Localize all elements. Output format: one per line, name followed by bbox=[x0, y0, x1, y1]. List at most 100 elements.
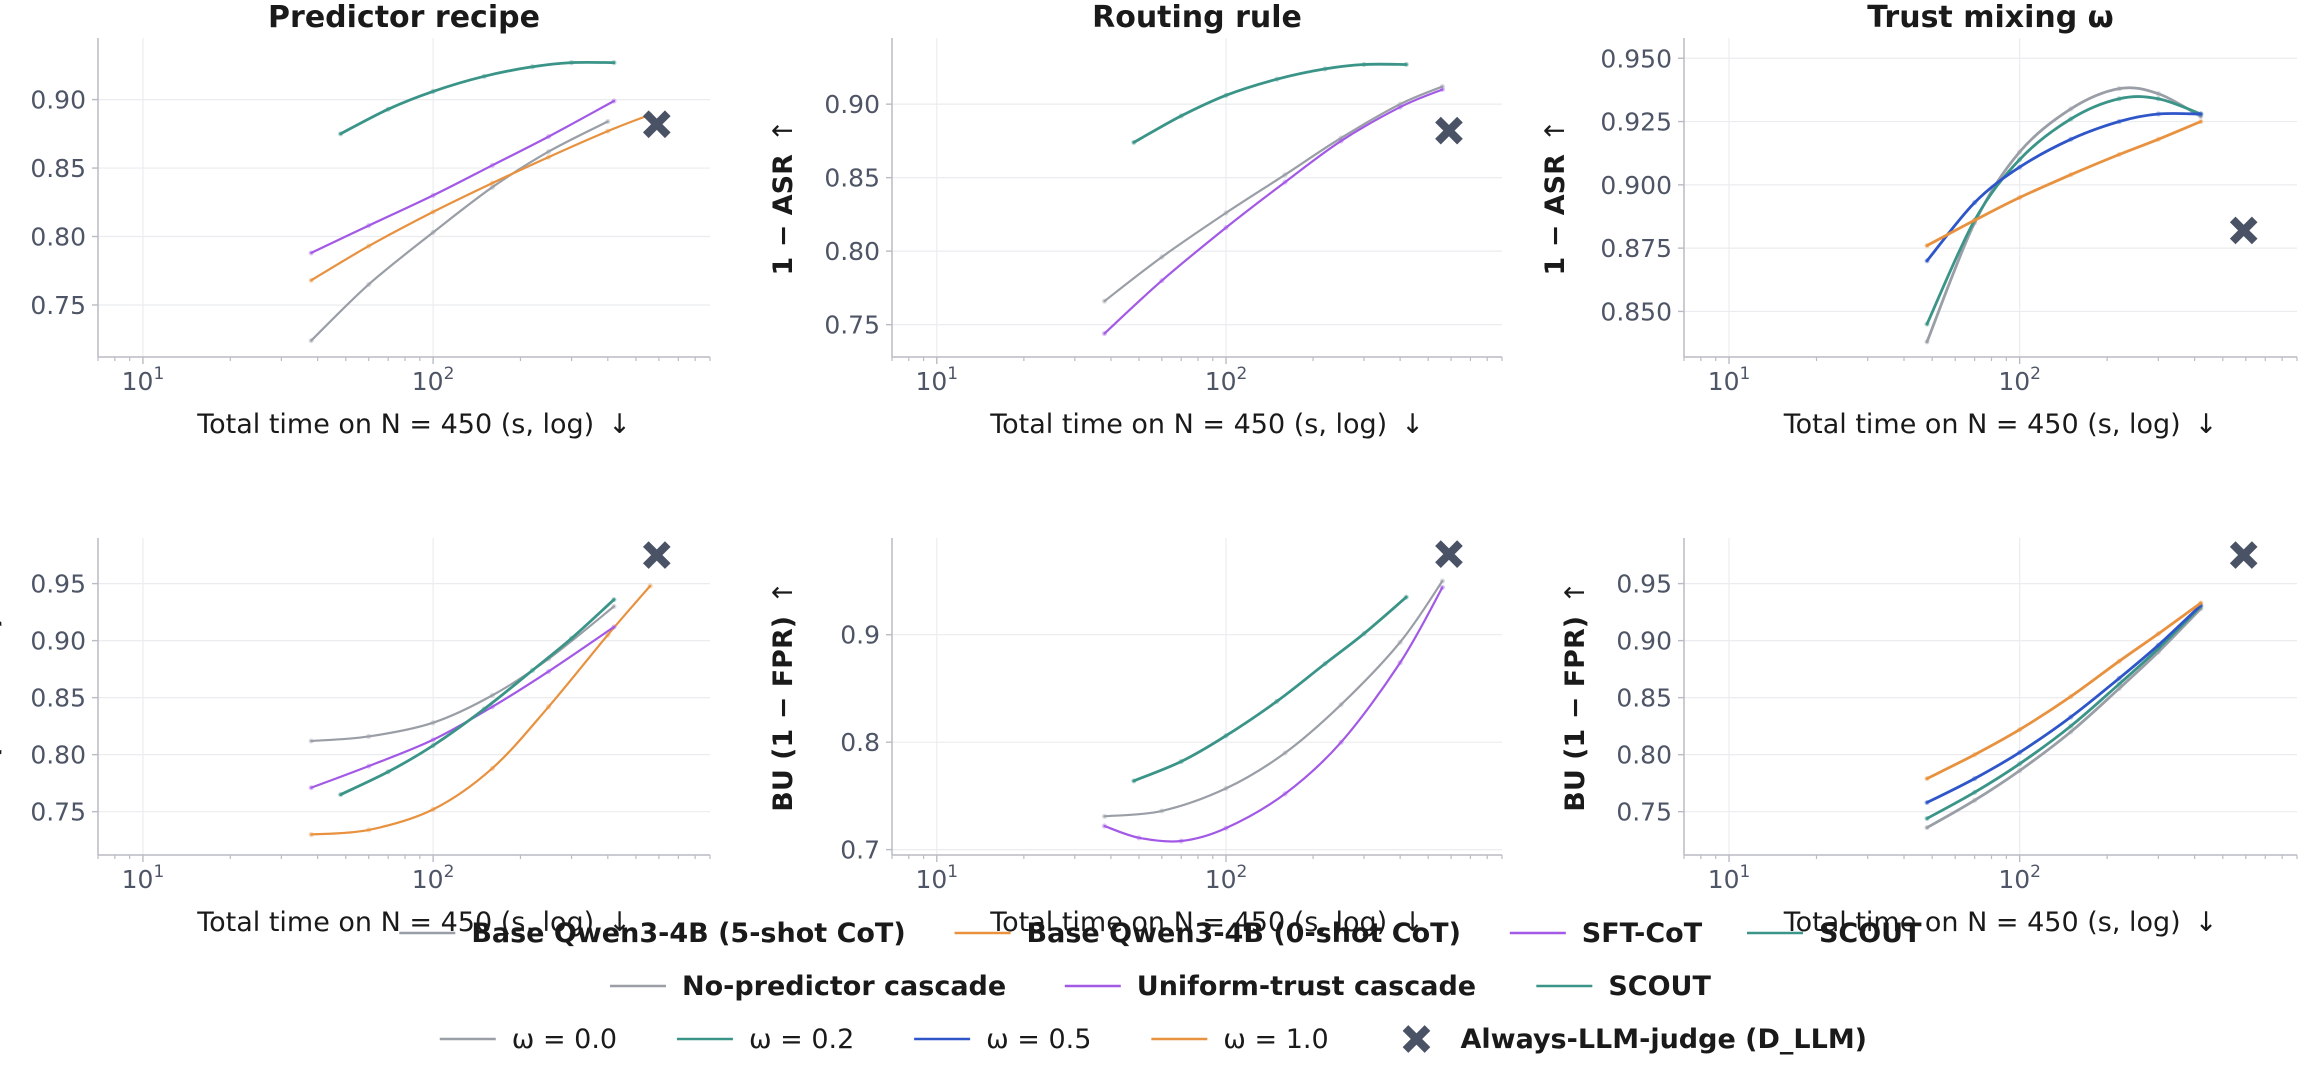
series-line bbox=[1925, 601, 2203, 780]
legend-label: Always-LLM-judge (D_LLM) bbox=[1460, 1024, 1867, 1055]
legend-cross-icon bbox=[1402, 1025, 1431, 1053]
y-axis-label: BU (1 − FPR) ↑ bbox=[0, 581, 5, 811]
legend-item-uniform-trust-cascade: Uniform-trust cascade bbox=[1064, 971, 1476, 1002]
panel-title: Predictor recipe bbox=[268, 0, 540, 35]
y-tick-label: 0.90 bbox=[30, 627, 86, 656]
y-tick-label: 0.85 bbox=[824, 164, 880, 193]
panel-4: 101 102 0.75 0.80 0.85 0.90 0.95 Total time on … bbox=[0, 538, 711, 938]
legend-item-scout: SCOUT bbox=[1746, 918, 1922, 949]
series-line bbox=[1925, 95, 2203, 326]
legend-item-1-0: ω = 1.0 bbox=[1151, 1024, 1329, 1055]
always-llm-judge-marker bbox=[2229, 541, 2258, 569]
y-tick-label: 0.75 bbox=[824, 311, 880, 340]
x-axis-arrow: ↓ bbox=[608, 907, 631, 938]
y-tick-label: 0.850 bbox=[1600, 297, 1672, 326]
legend-item-0-2: ω = 0.2 bbox=[676, 1024, 854, 1055]
x-axis-arrow: ↓ bbox=[2195, 409, 2218, 440]
panel-6: 101 102 0.75 0.80 0.85 0.90 0.95 Total time on … bbox=[1560, 538, 2298, 938]
legend-label: Base Qwen3-4B (5-shot CoT) bbox=[471, 918, 905, 949]
series-scout bbox=[1131, 594, 1409, 784]
y-axis-label: BU (1 − FPR) ↑ bbox=[768, 581, 799, 811]
y-tick-label: 0.80 bbox=[1616, 741, 1672, 770]
x-tick-label: 102 bbox=[1205, 364, 1248, 396]
x-tick-label: 101 bbox=[1708, 862, 1751, 894]
series-line bbox=[339, 60, 616, 136]
y-tick-label: 0.95 bbox=[30, 570, 86, 599]
series-line bbox=[339, 598, 616, 796]
x-axis-label: Total time on N = 450 (s, log) ↓ bbox=[1783, 409, 2218, 440]
legend-item-always-llm-judge-d-llm: Always-LLM-judge (D_LLM) bbox=[1402, 1024, 1867, 1055]
y-tick-label: 0.85 bbox=[30, 154, 86, 183]
series-0-2 bbox=[1924, 603, 2204, 822]
series-scout bbox=[1131, 61, 1409, 145]
y-axis-label: BU (1 − FPR) ↑ bbox=[1560, 581, 1591, 811]
legend-label: ω = 0.5 bbox=[986, 1024, 1091, 1055]
panel-1: 101 102 0.75 0.80 0.85 0.90 Predictor recipe To… bbox=[0, 0, 711, 440]
y-tick-label: 0.85 bbox=[30, 684, 86, 713]
series-line bbox=[310, 99, 616, 254]
x-axis-label: Total time on N = 450 (s, log) ↓ bbox=[196, 907, 631, 938]
x-tick-label: 101 bbox=[1708, 364, 1751, 396]
series-line bbox=[1103, 586, 1444, 843]
x-axis-label-text: Total time on N = 450 (s, log) bbox=[196, 907, 594, 938]
legend-label: No-predictor cascade bbox=[682, 971, 1006, 1002]
legend-item-no-predictor-cascade: No-predictor cascade bbox=[609, 971, 1006, 1002]
x-axis-label: Total time on N = 450 (s, log) ↓ bbox=[989, 409, 1424, 440]
legend-label: SCOUT bbox=[1608, 971, 1711, 1002]
always-llm-judge-marker bbox=[642, 110, 671, 139]
x-axis-label-text: Total time on N = 450 (s, log) bbox=[1783, 409, 2181, 440]
legend-label: ω = 0.2 bbox=[749, 1024, 854, 1055]
y-axis-label: 1 − ASR ↑ bbox=[768, 120, 799, 276]
x-axis-label-text: Total time on N = 450 (s, log) bbox=[989, 907, 1387, 938]
y-tick-label: 0.900 bbox=[1600, 171, 1672, 200]
y-tick-label: 0.95 bbox=[1616, 570, 1672, 599]
series-line bbox=[310, 113, 652, 282]
legend-label: Uniform-trust cascade bbox=[1137, 971, 1476, 1002]
legend-item-scout: SCOUT bbox=[1536, 971, 1711, 1002]
series-line bbox=[310, 625, 616, 789]
panel-title: Routing rule bbox=[1092, 0, 1302, 35]
y-tick-label: 0.90 bbox=[30, 86, 86, 115]
series-no-predictor-cascade bbox=[1101, 578, 1446, 819]
y-tick-label: 0.80 bbox=[824, 237, 880, 266]
x-axis-label: Total time on N = 450 (s, log) ↓ bbox=[196, 409, 631, 440]
y-axis-label-text: BU (1 − FPR) bbox=[1560, 616, 1591, 812]
series-sft-cot bbox=[308, 624, 617, 791]
legend-item-sft-cot: SFT-CoT bbox=[1509, 918, 1703, 949]
series-line bbox=[1925, 86, 2203, 344]
legend-item-0-0: ω = 0.0 bbox=[439, 1024, 617, 1055]
x-axis-label-text: Total time on N = 450 (s, log) bbox=[1783, 907, 2181, 938]
panel-2: 101 102 0.75 0.80 0.85 0.90 Routing rule Total … bbox=[768, 0, 1503, 440]
series-base-qwen3-4b-0-shot-cot bbox=[308, 583, 653, 838]
y-tick-label: 0.9 bbox=[840, 621, 880, 650]
series-uniform-trust-cascade bbox=[1101, 86, 1446, 337]
series-0-0 bbox=[1924, 86, 2204, 345]
x-axis-label: Total time on N = 450 (s, log) ↓ bbox=[1783, 907, 2218, 938]
series-line bbox=[1925, 605, 2203, 820]
series-base-qwen3-4b-5-shot-cot bbox=[308, 118, 611, 344]
always-llm-judge-marker bbox=[2229, 216, 2258, 245]
y-axis-label-text: 1 − ASR bbox=[1540, 154, 1571, 276]
series-line bbox=[310, 584, 652, 836]
series-sft-cot bbox=[308, 98, 617, 256]
panel-title: Trust mixing ω bbox=[1867, 0, 2114, 35]
y-tick-label: 0.75 bbox=[1616, 798, 1672, 827]
y-tick-label: 0.8 bbox=[840, 728, 880, 757]
x-tick-label: 101 bbox=[122, 364, 165, 396]
legend: Base Qwen3-4B (5-shot CoT) Base Qwen3-4B … bbox=[399, 918, 1922, 1055]
series-line bbox=[1925, 120, 2203, 247]
y-axis-label: 1 − ASR ↑ bbox=[0, 120, 5, 276]
x-tick-label: 102 bbox=[1998, 364, 2041, 396]
y-tick-label: 0.950 bbox=[1600, 44, 1672, 73]
y-tick-label: 0.85 bbox=[1616, 684, 1672, 713]
y-axis-arrow: ↑ bbox=[0, 581, 5, 604]
legend-label: SFT-CoT bbox=[1582, 918, 1703, 949]
legend-item-base-qwen3-4b-5-shot-cot: Base Qwen3-4B (5-shot CoT) bbox=[399, 918, 906, 949]
x-tick-label: 101 bbox=[915, 862, 958, 894]
series-line bbox=[1103, 85, 1444, 303]
series-base-qwen3-4b-0-shot-cot bbox=[308, 112, 653, 283]
always-llm-judge-marker bbox=[642, 541, 671, 569]
legend-label: SCOUT bbox=[1819, 918, 1922, 949]
series-line bbox=[310, 605, 616, 743]
